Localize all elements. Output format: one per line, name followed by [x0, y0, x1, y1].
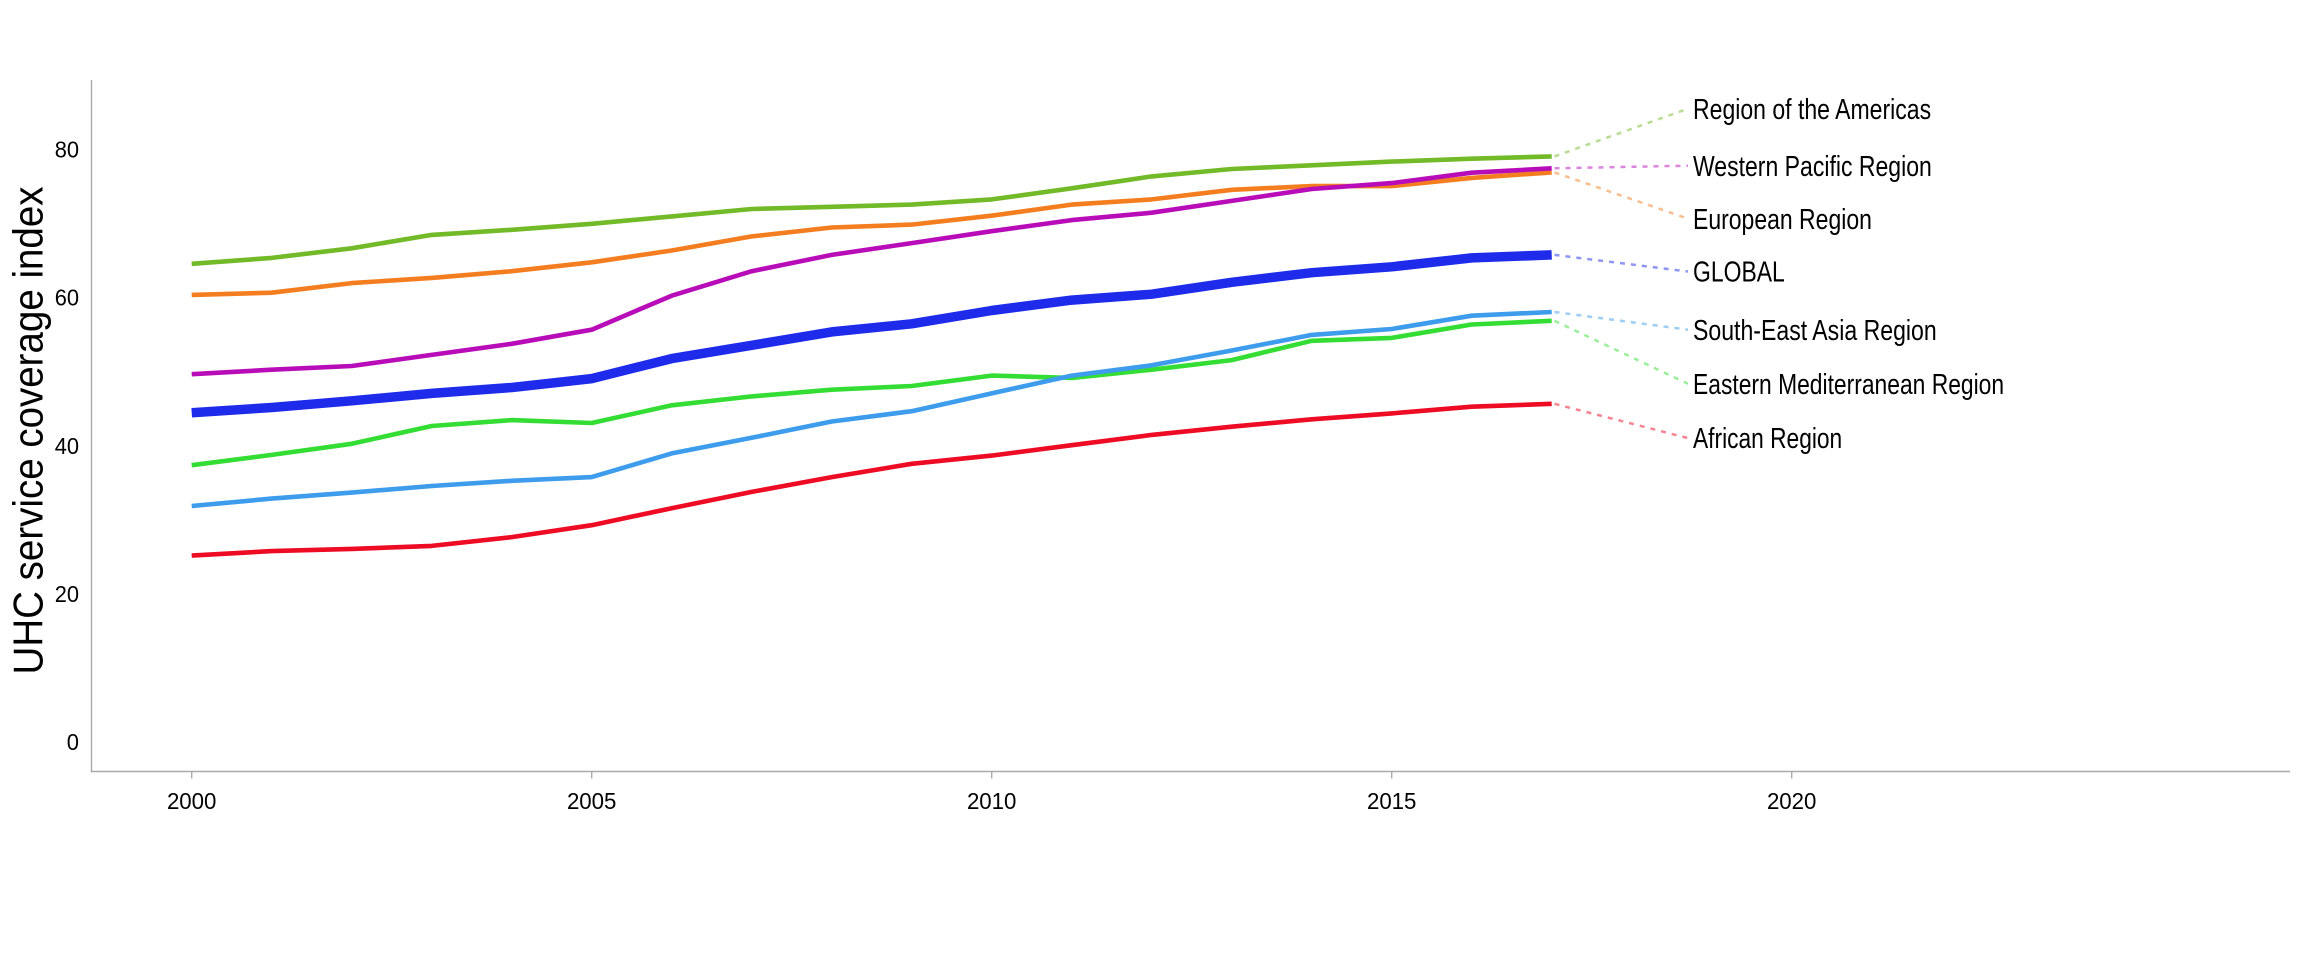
svg-text:2005: 2005	[567, 788, 617, 814]
svg-text:South-East Asia Region: South-East Asia Region	[1693, 314, 1937, 346]
svg-text:UHC service coverage index: UHC service coverage index	[4, 186, 51, 674]
svg-text:40: 40	[55, 433, 79, 459]
svg-text:80: 80	[55, 137, 79, 163]
svg-text:2015: 2015	[1367, 788, 1417, 814]
svg-text:2010: 2010	[967, 788, 1017, 814]
svg-text:Western Pacific Region: Western Pacific Region	[1693, 150, 1932, 182]
svg-text:20: 20	[55, 581, 79, 607]
svg-text:Region of the Americas: Region of the Americas	[1693, 93, 1931, 125]
svg-text:African Region: African Region	[1693, 422, 1842, 454]
svg-text:0: 0	[67, 729, 79, 755]
svg-text:European Region: European Region	[1693, 203, 1872, 235]
svg-text:60: 60	[55, 285, 79, 311]
svg-text:GLOBAL: GLOBAL	[1693, 256, 1785, 288]
svg-text:2020: 2020	[1767, 788, 1817, 814]
svg-text:2000: 2000	[167, 788, 217, 814]
svg-text:Eastern Mediterranean Region: Eastern Mediterranean Region	[1693, 368, 2004, 400]
